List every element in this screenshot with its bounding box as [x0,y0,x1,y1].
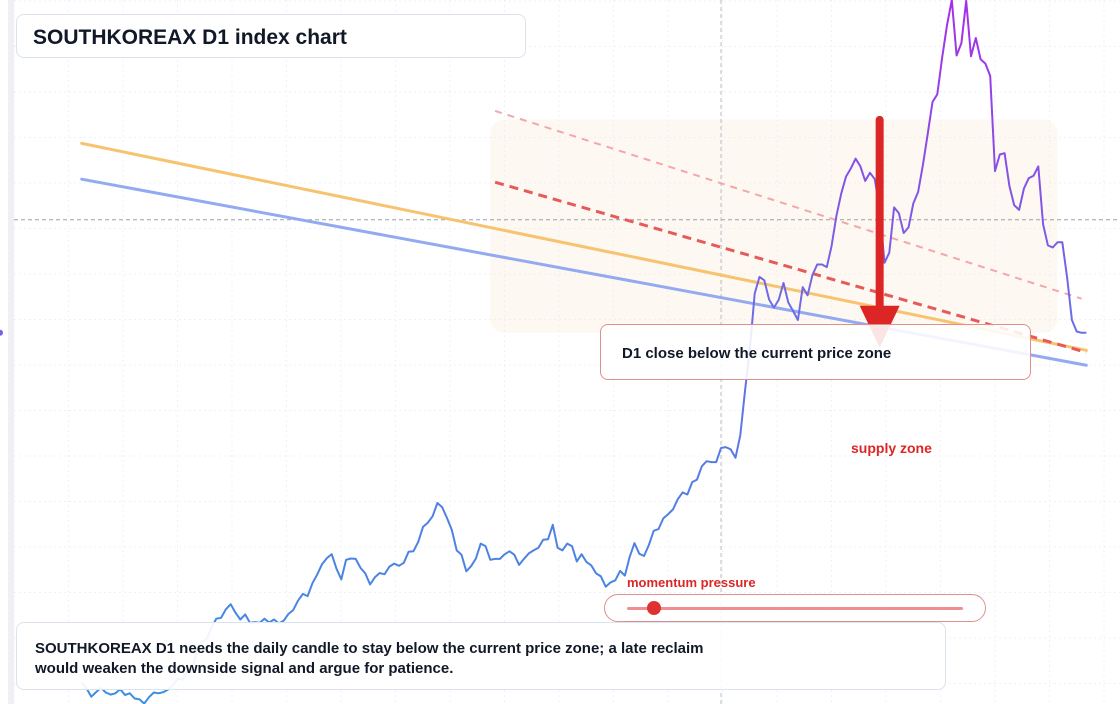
price-series [0,0,1087,704]
left-scale-edge [8,0,14,704]
supply-zone-shade [490,119,1058,333]
supply-zone-label: supply zone [851,440,932,456]
caption-text: SOUTHKOREAX D1 needs the daily candle to… [35,640,704,677]
last-price-dot [0,329,3,336]
title-card: SOUTHKOREAX D1 index chart [16,14,526,58]
momentum-meter [604,594,986,622]
momentum-label: momentum pressure [627,575,756,590]
resistance-trendline-upper [494,109,1082,300]
chart-title: SOUTHKOREAX D1 index chart [33,26,347,49]
price-line [80,0,1087,704]
ma-fast-line [80,141,1088,352]
caption-card: SOUTHKOREAX D1 needs the daily candle to… [16,622,946,690]
momentum-knob [646,601,661,615]
price-zone-label: D1 close below the current price zone [622,345,892,362]
momentum-bar [627,607,963,610]
price-zone-callout: D1 close below the current price zone [600,324,1031,380]
